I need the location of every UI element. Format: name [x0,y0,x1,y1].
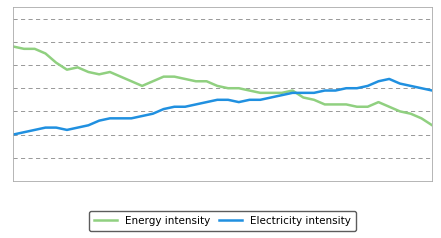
Energy intensity [129,80,134,83]
Energy intensity [344,103,349,106]
Electricity intensity [97,119,102,122]
Energy intensity [21,47,26,50]
Electricity intensity [354,87,359,90]
Energy intensity [43,52,48,55]
Electricity intensity [344,87,349,90]
Energy intensity [183,78,188,80]
Electricity intensity [183,105,188,108]
Energy intensity [11,45,16,48]
Electricity intensity [365,84,370,87]
Electricity intensity [150,112,156,115]
Energy intensity [387,105,392,108]
Electricity intensity [322,89,327,92]
Energy intensity [97,73,102,76]
Electricity intensity [11,133,16,136]
Energy intensity [32,47,37,50]
Electricity intensity [43,126,48,129]
Energy intensity [75,66,80,69]
Electricity intensity [387,78,392,80]
Energy intensity [354,105,359,108]
Energy intensity [53,61,59,64]
Electricity intensity [21,131,26,134]
Electricity intensity [247,98,252,101]
Electricity intensity [225,98,231,101]
Electricity intensity [118,117,123,120]
Electricity intensity [430,89,435,92]
Energy intensity [430,124,435,127]
Electricity intensity [290,91,295,94]
Electricity intensity [172,105,177,108]
Electricity intensity [161,108,166,110]
Electricity intensity [311,91,317,94]
Energy intensity [172,75,177,78]
Electricity intensity [32,129,37,131]
Electricity intensity [75,126,80,129]
Electricity intensity [53,126,59,129]
Electricity intensity [333,89,338,92]
Legend: Energy intensity, Electricity intensity: Energy intensity, Electricity intensity [89,211,356,231]
Electricity intensity [301,91,306,94]
Electricity intensity [86,124,91,127]
Energy intensity [376,101,381,104]
Electricity intensity [408,84,413,87]
Energy intensity [365,105,370,108]
Energy intensity [215,84,220,87]
Energy intensity [419,117,424,120]
Energy intensity [204,80,209,83]
Electricity intensity [215,98,220,101]
Energy intensity [333,103,338,106]
Electricity intensity [64,129,70,131]
Electricity intensity [258,98,263,101]
Line: Energy intensity: Energy intensity [13,46,432,125]
Electricity intensity [204,101,209,104]
Energy intensity [247,89,252,92]
Energy intensity [150,80,156,83]
Energy intensity [139,84,145,87]
Electricity intensity [139,114,145,117]
Electricity intensity [269,96,274,99]
Energy intensity [258,91,263,94]
Electricity intensity [107,117,112,120]
Electricity intensity [279,94,284,97]
Line: Electricity intensity: Electricity intensity [13,79,432,134]
Electricity intensity [129,117,134,120]
Energy intensity [322,103,327,106]
Energy intensity [290,89,295,92]
Energy intensity [269,91,274,94]
Energy intensity [279,91,284,94]
Energy intensity [311,98,317,101]
Energy intensity [408,112,413,115]
Energy intensity [64,68,70,71]
Electricity intensity [419,87,424,90]
Energy intensity [301,96,306,99]
Energy intensity [193,80,198,83]
Electricity intensity [397,82,403,85]
Energy intensity [118,75,123,78]
Electricity intensity [236,101,242,104]
Energy intensity [397,110,403,113]
Energy intensity [161,75,166,78]
Electricity intensity [193,103,198,106]
Energy intensity [225,87,231,90]
Energy intensity [86,71,91,74]
Energy intensity [107,71,112,74]
Electricity intensity [376,80,381,83]
Energy intensity [236,87,242,90]
